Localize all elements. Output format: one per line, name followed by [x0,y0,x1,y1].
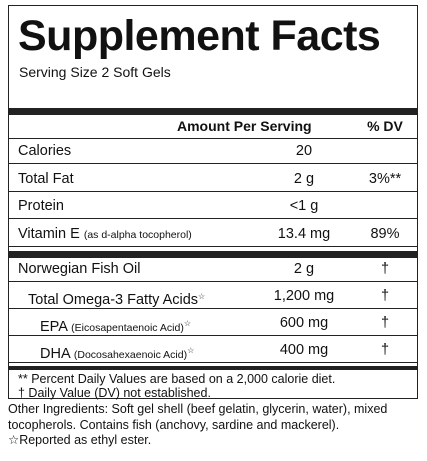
amount: 400 mg [279,342,329,358]
title: Supplement Facts [18,12,381,60]
divider [9,366,417,370]
header-row: Amount Per Serving % DV [9,115,417,139]
row-label: Norwegian Fish Oil [18,258,141,281]
row-label: DHA (Docosahexaenoic Acid)☆ [40,339,194,367]
facts-panel: Supplement Facts Serving Size 2 Soft Gel… [8,5,418,400]
table-row: Total Fat 2 g 3%** [9,168,417,192]
table-row: DHA (Docosahexaenoic Acid)☆ 400 mg † [9,339,417,363]
table-row: Vitamin E (as d-alpha tocopherol) 13.4 mg… [9,223,417,247]
amount: 2 g [293,170,315,187]
row-label: Vitamin E (as d-alpha tocopherol) [18,223,192,247]
serving-size: Serving Size 2 Soft Gels [19,64,171,80]
daily-value: 89% [370,225,400,242]
row-label: Protein [18,195,64,218]
footnote: † Daily Value (DV) not established. [18,386,211,400]
nutrient-name: DHA [40,346,70,362]
table-row: Calories 20 [9,140,417,164]
other-ingredients: Other Ingredients: Soft gel shell (beef … [8,402,424,449]
daily-value: † [380,288,390,304]
nutrient-name: Total Fat [18,170,74,187]
daily-value: 3%** [368,170,402,187]
ester-marker: ☆ [187,346,195,355]
ester-marker: ☆ [198,292,206,301]
row-label: Total Omega-3 Fatty Acids☆ [28,285,205,312]
table-row: Norwegian Fish Oil 2 g † [9,258,417,282]
amount: <1 g [289,198,319,214]
daily-value: † [380,342,390,358]
nutrient-name: Protein [18,198,64,214]
table-row: EPA (Eicosapentaenoic Acid)☆ 600 mg † [9,312,417,336]
amount-header: Amount Per Serving [177,118,312,134]
amount: 20 [295,143,313,159]
table-row: Protein <1 g [9,195,417,219]
footnote: ** Percent Daily Values are based on a 2… [18,372,336,386]
row-label: EPA (Eicosapentaenoic Acid)☆ [40,312,191,340]
row-label: Calories [18,140,71,163]
dv-header: % DV [367,118,403,134]
amount: 600 mg [279,315,329,331]
divider [9,108,417,115]
nutrient-name: Calories [18,143,72,159]
nutrient-name: Norwegian Fish Oil [18,261,141,277]
ester-note: ☆Reported as ethyl ester. [8,433,152,447]
daily-value: † [380,261,390,277]
table-row: Total Omega-3 Fatty Acids☆ 1,200 mg † [9,285,417,309]
amount: 13.4 mg [277,225,331,242]
nutrient-note: (as d-alpha tocopherol) [83,228,192,241]
nutrient-note: (Docosahexaenoic Acid) [73,349,188,361]
daily-value: † [380,315,390,331]
amount: 2 g [293,261,315,277]
nutrient-note: (Eicosapentaenoic Acid) [71,322,184,334]
nutrient-name: EPA [40,319,68,335]
nutrient-name: Total Omega-3 Fatty Acids [28,292,199,308]
ester-marker: ☆ [183,319,191,328]
row-label: Total Fat [18,168,74,191]
divider [9,251,417,258]
ingredients-text: Other Ingredients: Soft gel shell (beef … [8,402,388,432]
amount: 1,200 mg [273,288,335,304]
nutrient-name: Vitamin E [18,225,80,242]
